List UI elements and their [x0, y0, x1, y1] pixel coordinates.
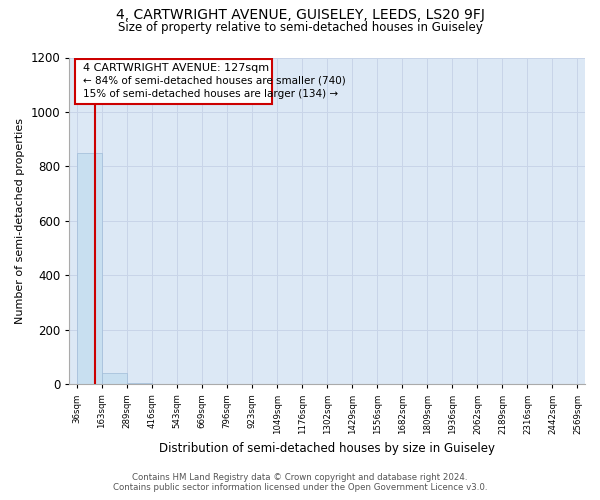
Y-axis label: Number of semi-detached properties: Number of semi-detached properties [15, 118, 25, 324]
Bar [102, 374, 127, 384]
Text: Contains HM Land Registry data © Crown copyright and database right 2024.
Contai: Contains HM Land Registry data © Crown c… [113, 473, 487, 492]
Bar [75, 59, 272, 104]
Text: Size of property relative to semi-detached houses in Guiseley: Size of property relative to semi-detach… [118, 22, 482, 35]
Bar [77, 152, 102, 384]
Text: 15% of semi-detached houses are larger (134) →: 15% of semi-detached houses are larger (… [83, 88, 338, 99]
Text: ← 84% of semi-detached houses are smaller (740): ← 84% of semi-detached houses are smalle… [83, 76, 346, 86]
Text: 4 CARTWRIGHT AVENUE: 127sqm: 4 CARTWRIGHT AVENUE: 127sqm [83, 63, 269, 73]
X-axis label: Distribution of semi-detached houses by size in Guiseley: Distribution of semi-detached houses by … [159, 442, 495, 455]
Text: 4, CARTWRIGHT AVENUE, GUISELEY, LEEDS, LS20 9FJ: 4, CARTWRIGHT AVENUE, GUISELEY, LEEDS, L… [116, 8, 484, 22]
